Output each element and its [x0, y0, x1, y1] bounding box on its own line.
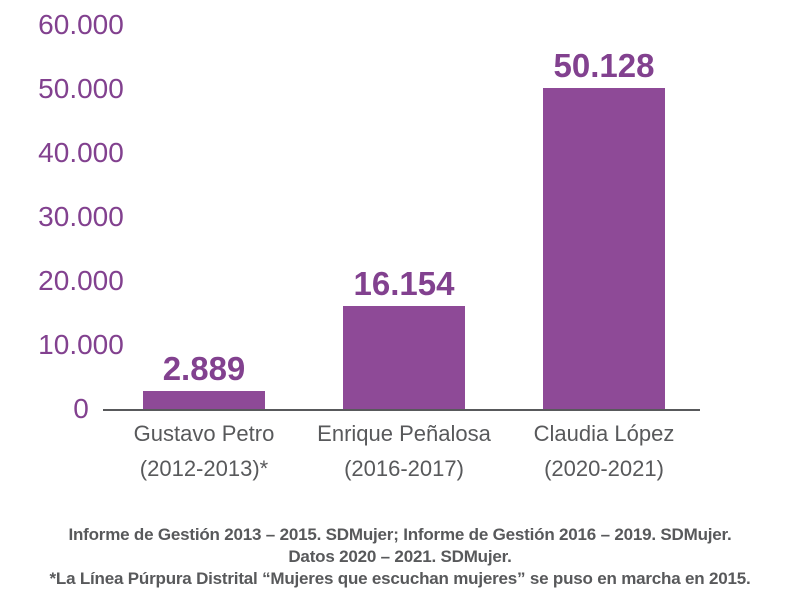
category-label: Enrique Peñalosa: [317, 421, 491, 446]
category-label: Gustavo Petro: [133, 421, 275, 446]
y-tick-label: 60.000: [38, 9, 124, 40]
x-axis-line: [103, 409, 700, 411]
bar-value-label: 50.128: [553, 47, 655, 84]
bar-value-label: 16.154: [353, 265, 455, 302]
bar: [343, 306, 465, 409]
y-tick-label: 40.000: [38, 137, 124, 168]
source-note-line-2: Datos 2020 – 2021. SDMujer.: [288, 547, 512, 566]
bar-value-label: 2.889: [162, 350, 246, 387]
y-tick-label: 30.000: [38, 201, 124, 232]
category-period-label: (2012-2013)*: [139, 456, 269, 481]
y-tick-label: 50.000: [38, 73, 124, 104]
category-label: Claudia López: [533, 421, 675, 446]
bar: [543, 88, 665, 409]
source-note-line-1: Informe de Gestión 2013 – 2015. SDMujer;…: [68, 525, 732, 544]
footer: Informe de Gestión 2013 – 2015. SDMujer;…: [0, 524, 800, 590]
footnote: *La Línea Púrpura Distrital “Mujeres que…: [49, 569, 751, 588]
y-tick-label: 0: [73, 393, 89, 424]
y-tick-label: 10.000: [38, 329, 124, 360]
bar: [143, 391, 265, 409]
y-tick-label: 20.000: [38, 265, 124, 296]
category-period-label: (2016-2017): [344, 456, 464, 481]
category-period-label: (2020-2021): [544, 456, 664, 481]
